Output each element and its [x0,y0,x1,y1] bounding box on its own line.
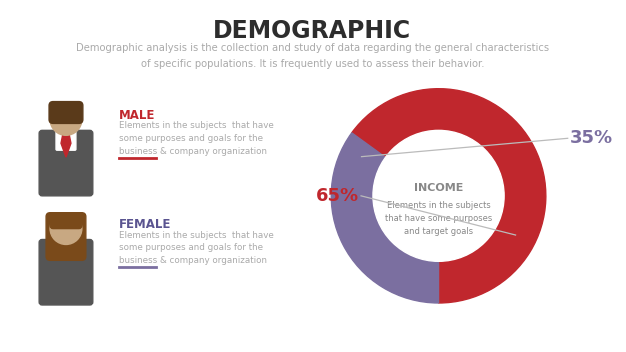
Wedge shape [331,133,439,303]
Wedge shape [352,89,546,303]
Text: Elements in the subjects  that have
some purposes and goals for the
business & c: Elements in the subjects that have some … [118,231,274,265]
Text: MALE: MALE [118,108,155,121]
Text: 65%: 65% [316,187,359,205]
FancyBboxPatch shape [50,213,82,228]
Text: Elements in the subjects
that have some purposes
and target goals: Elements in the subjects that have some … [385,201,492,236]
Circle shape [50,103,82,135]
Text: Demographic analysis is the collection and study of data regarding the general c: Demographic analysis is the collection a… [76,43,549,69]
Circle shape [51,214,81,244]
Text: DEMOGRAPHIC: DEMOGRAPHIC [213,19,411,43]
Circle shape [373,130,504,261]
FancyBboxPatch shape [46,213,86,260]
Circle shape [50,213,82,244]
Text: INCOME: INCOME [414,183,463,193]
Polygon shape [61,133,71,157]
FancyBboxPatch shape [49,102,83,124]
FancyBboxPatch shape [39,130,93,196]
Text: Elements in the subjects  that have
some purposes and goals for the
business & c: Elements in the subjects that have some … [118,121,274,156]
FancyBboxPatch shape [39,239,93,305]
Text: FEMALE: FEMALE [118,218,171,231]
FancyBboxPatch shape [56,239,76,259]
Text: 35%: 35% [570,129,613,147]
FancyBboxPatch shape [56,130,76,150]
